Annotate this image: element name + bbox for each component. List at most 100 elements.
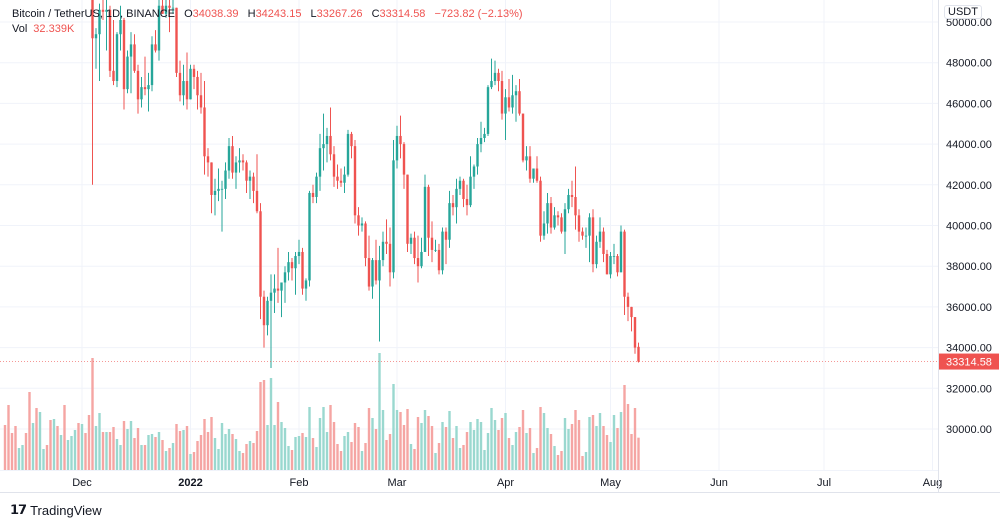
volume-bar: [147, 435, 150, 470]
volume-bar: [154, 437, 157, 470]
candle-body: [108, 9, 112, 71]
volume-bar: [101, 432, 105, 470]
candle-body: [255, 190, 259, 212]
volume-bar: [553, 446, 556, 470]
volume-bar: [420, 423, 423, 470]
candle-body: [259, 211, 262, 297]
currency-label[interactable]: USDT: [944, 5, 982, 19]
volume-bar: [91, 358, 94, 470]
volume-bar: [269, 378, 273, 470]
volume-bar: [490, 408, 493, 470]
candle-body: [441, 231, 444, 271]
volume-bar: [616, 428, 619, 470]
volume-bar: [105, 432, 108, 470]
candle-body: [637, 346, 640, 362]
candle-body: [602, 231, 605, 254]
candle-body: [196, 76, 199, 96]
candle-body: [122, 19, 126, 90]
candle-body: [486, 87, 490, 134]
volume-bar: [563, 418, 567, 470]
candle-body: [465, 199, 469, 206]
x-tick-label: Apr: [497, 477, 514, 489]
volume-bar: [45, 445, 49, 470]
tradingview-footer[interactable]: 𝟭𝟳 TradingView: [10, 502, 102, 518]
volume-bar: [574, 410, 577, 470]
volume-bar: [360, 451, 364, 470]
volume-bar: [213, 438, 217, 470]
candle-body: [402, 144, 406, 175]
volume-bar: [276, 402, 280, 470]
change-value: −723.82 (−2.13%): [434, 8, 523, 20]
candle-body: [353, 146, 357, 216]
candle-body: [451, 203, 455, 208]
candle-body: [311, 192, 315, 198]
volume-bar: [77, 423, 80, 470]
volume-bar: [14, 426, 17, 470]
candle-body: [504, 97, 507, 114]
volume-bar: [367, 408, 371, 470]
candle-body: [308, 192, 311, 281]
symbol-title[interactable]: Bitcoin / TetherUS, 1D, BINANCE: [12, 8, 176, 20]
candle-body: [336, 176, 339, 181]
volume-bar: [171, 443, 175, 470]
volume-bar: [259, 382, 262, 470]
volume-bar: [448, 411, 451, 470]
volume-bar: [66, 440, 70, 470]
low-value: 33267.26: [316, 8, 363, 20]
volume-bar: [532, 453, 535, 470]
volume-bar: [206, 432, 210, 470]
candle-body: [339, 180, 343, 183]
candle-body: [507, 97, 511, 108]
candle-body: [147, 85, 150, 90]
candle-body: [143, 87, 147, 90]
volume-bar: [591, 415, 595, 470]
volume-bar: [612, 415, 616, 470]
candle-body: [206, 156, 210, 163]
close-value: 33314.58: [379, 8, 426, 20]
candle-body: [609, 256, 612, 275]
volume-bar: [80, 424, 84, 470]
candle-body: [248, 176, 252, 181]
volume-bar: [129, 421, 133, 470]
ohlc-legend: Bitcoin / TetherUS, 1D, BINANCE O34038.3…: [12, 7, 529, 37]
candle-body: [385, 241, 388, 244]
candle-body: [91, 0, 94, 39]
candle-body: [490, 81, 493, 88]
volume-bar: [497, 430, 500, 470]
candle-body: [280, 282, 283, 291]
candle-body: [199, 95, 203, 108]
volume-bar: [381, 410, 385, 470]
volume-bar: [308, 407, 311, 470]
volume-bar: [262, 380, 266, 470]
volume-bar: [3, 425, 7, 470]
volume-bar: [560, 451, 563, 470]
candle-body: [374, 260, 378, 281]
candle-body: [518, 91, 521, 114]
last-price-badge: [939, 353, 999, 370]
candle-body: [343, 174, 346, 183]
volume-bar: [133, 438, 136, 470]
candle-body: [570, 194, 574, 198]
y-tick-label: 34000.00: [946, 343, 992, 355]
candle-body: [539, 180, 542, 236]
volume-label: Vol: [12, 23, 28, 35]
volume-bar: [143, 445, 147, 470]
candle-body: [203, 107, 206, 157]
volume-bar: [280, 422, 283, 470]
volume-bar: [504, 413, 507, 470]
volume-bar: [437, 443, 441, 470]
x-tick-label: Jul: [817, 477, 831, 489]
candle-body: [262, 296, 266, 326]
volume-bar: [203, 419, 206, 470]
candle-body: [325, 135, 329, 145]
volume-bar: [542, 413, 546, 470]
volume-bar: [35, 408, 38, 470]
y-tick-label: 48000.00: [946, 58, 992, 70]
candle-body: [164, 5, 168, 14]
volume-bar: [395, 410, 399, 470]
x-tick-label: 2022: [178, 477, 202, 489]
candle-body: [430, 237, 434, 250]
volume-bar: [108, 432, 112, 470]
volume-bar: [406, 409, 409, 470]
